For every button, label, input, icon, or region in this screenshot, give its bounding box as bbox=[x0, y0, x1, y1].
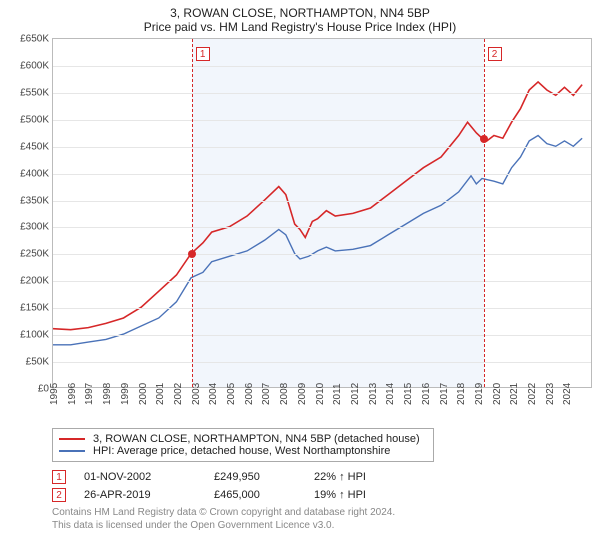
data-row-date: 01-NOV-2002 bbox=[84, 471, 214, 483]
y-tick-label: £150K bbox=[20, 303, 49, 314]
y-tick-label: £0 bbox=[38, 384, 49, 395]
data-row-delta: 22% ↑ HPI bbox=[314, 471, 414, 483]
marker-badge-1: 1 bbox=[196, 47, 210, 61]
data-row-2: 2 26-APR-2019£465,00019% ↑ HPI bbox=[52, 488, 592, 502]
gridline bbox=[53, 120, 591, 121]
gridline bbox=[53, 147, 591, 148]
y-tick-label: £50K bbox=[26, 357, 49, 368]
legend: 3, ROWAN CLOSE, NORTHAMPTON, NN4 5BP (de… bbox=[52, 428, 434, 462]
data-row-1: 1 01-NOV-2002£249,95022% ↑ HPI bbox=[52, 470, 592, 484]
sale-point-2 bbox=[480, 135, 488, 143]
data-row-price: £465,000 bbox=[214, 489, 314, 501]
legend-label: HPI: Average price, detached house, West… bbox=[93, 445, 390, 457]
legend-row-hpi: HPI: Average price, detached house, West… bbox=[59, 445, 427, 457]
y-tick-label: £650K bbox=[20, 34, 49, 45]
footer-line-1: Contains HM Land Registry data © Crown c… bbox=[52, 506, 592, 519]
page-subtitle: Price paid vs. HM Land Registry's House … bbox=[8, 20, 592, 34]
data-row-price: £249,950 bbox=[214, 471, 314, 483]
footer-attribution: Contains HM Land Registry data © Crown c… bbox=[52, 506, 592, 532]
y-tick-label: £250K bbox=[20, 249, 49, 260]
gridline bbox=[53, 254, 591, 255]
gridline bbox=[53, 308, 591, 309]
legend-swatch bbox=[59, 438, 85, 440]
legend-label: 3, ROWAN CLOSE, NORTHAMPTON, NN4 5BP (de… bbox=[93, 433, 420, 445]
gridline bbox=[53, 281, 591, 282]
gridline bbox=[53, 335, 591, 336]
legend-row-price_paid: 3, ROWAN CLOSE, NORTHAMPTON, NN4 5BP (de… bbox=[59, 433, 427, 445]
gridline bbox=[53, 227, 591, 228]
x-tick-label: 2024 bbox=[566, 387, 588, 398]
legend-swatch bbox=[59, 450, 85, 452]
marker-line-2 bbox=[484, 39, 485, 387]
y-tick-label: £500K bbox=[20, 114, 49, 125]
y-tick-label: £300K bbox=[20, 222, 49, 233]
plot-area: £0£50K£100K£150K£200K£250K£300K£350K£400… bbox=[52, 38, 592, 388]
marker-badge-2: 2 bbox=[488, 47, 502, 61]
sale-point-1 bbox=[188, 250, 196, 258]
y-tick-label: £100K bbox=[20, 330, 49, 341]
page-title: 3, ROWAN CLOSE, NORTHAMPTON, NN4 5BP bbox=[8, 6, 592, 20]
data-row-badge: 2 bbox=[52, 488, 66, 502]
y-tick-label: £450K bbox=[20, 141, 49, 152]
y-tick-label: £550K bbox=[20, 87, 49, 98]
y-tick-label: £350K bbox=[20, 195, 49, 206]
footer-line-2: This data is licensed under the Open Gov… bbox=[52, 519, 592, 532]
data-row-badge: 1 bbox=[52, 470, 66, 484]
marker-line-1 bbox=[192, 39, 193, 387]
gridline bbox=[53, 174, 591, 175]
y-tick-label: £600K bbox=[20, 60, 49, 71]
data-row-date: 26-APR-2019 bbox=[84, 489, 214, 501]
data-row-delta: 19% ↑ HPI bbox=[314, 489, 414, 501]
y-tick-label: £400K bbox=[20, 168, 49, 179]
chart-container: 3, ROWAN CLOSE, NORTHAMPTON, NN4 5BP Pri… bbox=[0, 0, 600, 560]
gridline bbox=[53, 362, 591, 363]
gridline bbox=[53, 201, 591, 202]
gridline bbox=[53, 66, 591, 67]
sale-data-rows: 1 01-NOV-2002£249,95022% ↑ HPI 2 26-APR-201… bbox=[52, 470, 592, 502]
y-tick-label: £200K bbox=[20, 276, 49, 287]
gridline bbox=[53, 93, 591, 94]
